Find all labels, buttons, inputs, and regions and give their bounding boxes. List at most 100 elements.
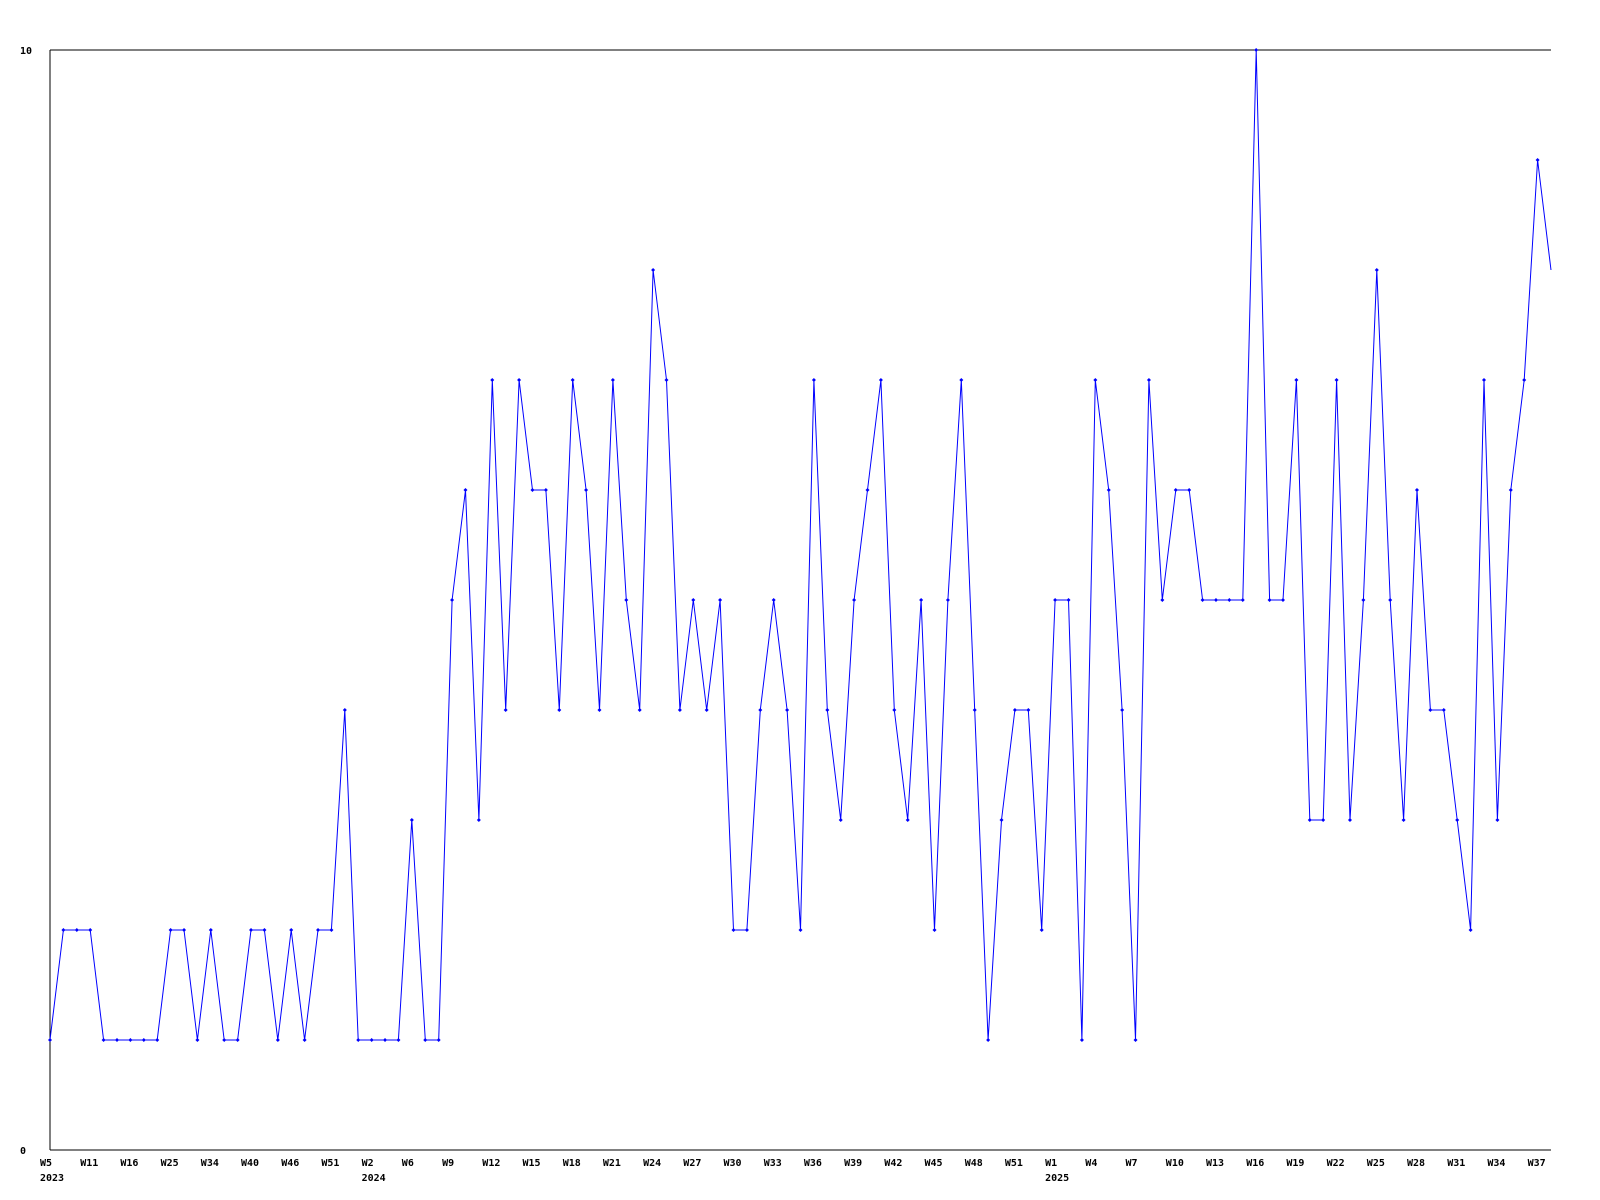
x-tick-label: W22 <box>1327 1158 1345 1169</box>
data-point-marker <box>1334 378 1339 382</box>
data-point-marker <box>48 1038 52 1042</box>
x-tick-label: W30 <box>724 1158 742 1169</box>
data-point-marker <box>919 598 924 602</box>
data-point-marker <box>262 928 267 932</box>
data-point-marker <box>664 378 669 382</box>
x-tick-label: W10 <box>1166 1158 1184 1169</box>
data-point-marker <box>825 708 830 712</box>
x-tick-label: W4 <box>1085 1158 1097 1169</box>
x-tick-label: W37 <box>1528 1158 1546 1169</box>
data-point-marker <box>597 708 602 712</box>
data-point-marker <box>74 928 79 932</box>
data-point-marker <box>1160 598 1165 602</box>
data-point-marker <box>1093 378 1098 382</box>
data-point-marker <box>972 708 977 712</box>
data-point-marker <box>771 598 776 602</box>
x-tick-label: W9 <box>442 1158 454 1169</box>
data-point-marker <box>1227 598 1232 602</box>
x-tick-label: W5 <box>40 1158 52 1169</box>
data-point-marker <box>436 1038 441 1042</box>
x-tick-label: W16 <box>1246 1158 1264 1169</box>
data-point-marker <box>852 598 857 602</box>
data-point-marker <box>88 928 93 932</box>
data-point-marker <box>1280 598 1285 602</box>
data-point-marker <box>624 598 629 602</box>
data-point-marker <box>1053 598 1058 602</box>
data-point-marker <box>329 928 334 932</box>
data-point-marker <box>490 378 495 382</box>
data-point-marker <box>1267 598 1272 602</box>
data-point-marker <box>758 708 763 712</box>
data-point-marker <box>878 378 883 382</box>
series-line-group <box>48 48 1552 1042</box>
data-point-marker <box>651 268 656 272</box>
x-tick-label: W19 <box>1286 1158 1304 1169</box>
data-point-marker <box>195 1038 200 1042</box>
data-point-marker <box>1294 378 1299 382</box>
data-point-marker <box>691 598 696 602</box>
data-point-marker <box>677 708 682 712</box>
x-tick-label: W21 <box>603 1158 621 1169</box>
data-point-marker <box>1066 598 1071 602</box>
data-point-marker <box>1173 488 1178 492</box>
data-point-marker <box>1522 378 1527 382</box>
data-point-marker <box>423 1038 428 1042</box>
x-tick-label: W34 <box>201 1158 219 1169</box>
data-point-marker <box>1428 708 1433 712</box>
x-tick-label: W24 <box>643 1158 661 1169</box>
data-point-marker <box>811 378 816 382</box>
data-point-marker <box>1401 818 1406 822</box>
data-point-marker <box>182 928 187 932</box>
data-point-marker <box>1441 708 1446 712</box>
data-point-marker <box>1321 818 1326 822</box>
x-tick-label: W36 <box>804 1158 822 1169</box>
x-tick-label: W13 <box>1206 1158 1224 1169</box>
data-point-marker <box>235 1038 240 1042</box>
data-point-marker <box>1374 268 1379 272</box>
x-tick-label: W42 <box>884 1158 902 1169</box>
data-point-marker <box>316 928 321 932</box>
data-point-marker <box>1039 928 1044 932</box>
data-point-marker <box>543 488 548 492</box>
data-point-marker <box>476 818 481 822</box>
data-point-marker <box>584 488 589 492</box>
data-point-marker <box>101 1038 106 1042</box>
x-tick-label: W39 <box>844 1158 862 1169</box>
data-point-marker <box>1120 708 1125 712</box>
x-tick-label: W18 <box>563 1158 581 1169</box>
x-tick-label: W51 <box>321 1158 339 1169</box>
data-point-marker <box>302 1038 307 1042</box>
data-point-marker <box>1106 488 1111 492</box>
data-point-marker <box>1481 378 1486 382</box>
data-point-marker <box>1146 378 1151 382</box>
x-tick-label: W15 <box>523 1158 541 1169</box>
data-point-marker <box>959 378 964 382</box>
data-point-marker <box>141 1038 146 1042</box>
series-line <box>49 49 1552 1041</box>
data-point-marker <box>1388 598 1393 602</box>
data-point-marker <box>1495 818 1500 822</box>
data-point-marker <box>557 708 562 712</box>
data-point-marker <box>1414 488 1419 492</box>
data-point-marker <box>1508 488 1513 492</box>
data-point-marker <box>570 378 575 382</box>
data-point-marker <box>1468 928 1473 932</box>
data-point-marker <box>249 928 254 932</box>
data-point-marker <box>61 928 66 932</box>
x-tick-label: W16 <box>120 1158 138 1169</box>
data-point-marker <box>1361 598 1366 602</box>
x-tick-label: W7 <box>1126 1158 1138 1169</box>
x-year-label: 2023 <box>40 1173 64 1184</box>
x-tick-label: W34 <box>1487 1158 1505 1169</box>
x-tick-label: W25 <box>1367 1158 1385 1169</box>
data-point-marker <box>999 818 1004 822</box>
data-point-marker <box>115 1038 120 1042</box>
data-point-marker <box>986 1038 991 1042</box>
data-point-marker <box>222 1038 227 1042</box>
x-tick-label: W28 <box>1407 1158 1425 1169</box>
x-tick-label: W40 <box>241 1158 259 1169</box>
x-tick-label: W11 <box>80 1158 98 1169</box>
data-point-marker <box>865 488 870 492</box>
data-point-marker <box>1200 598 1205 602</box>
